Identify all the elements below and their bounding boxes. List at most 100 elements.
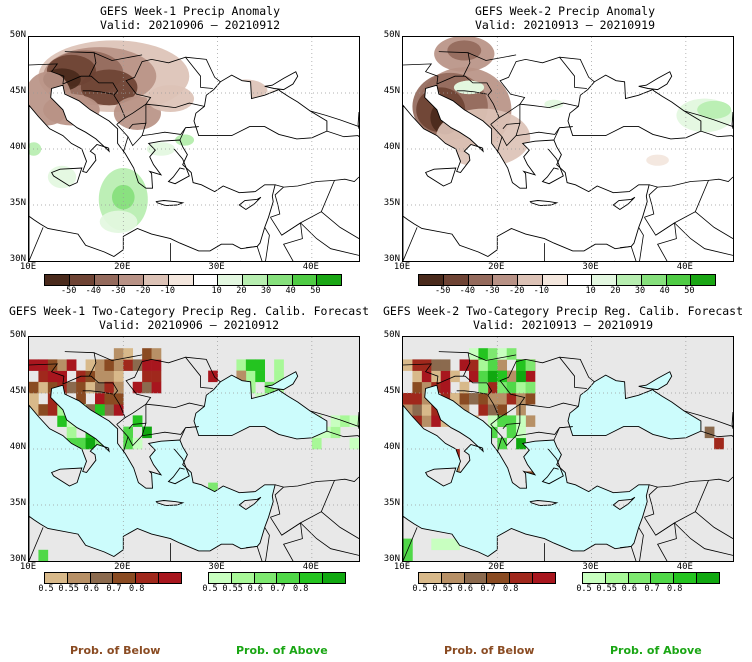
panel3-valid: Valid: 20210906 – 20210912 [98,318,279,332]
map-canvas [29,337,359,561]
probability-tick-label: 0.8 [292,584,309,594]
lon-label: 40E [676,562,693,572]
colorbar-swatch [567,275,593,285]
above-colorbar-week1 [208,572,346,584]
prob-above-label-week1: Prob. of Above [236,644,328,657]
colorbar-swatch [45,573,68,583]
colorbar-swatch [510,573,534,583]
anomaly-tick-label: -40 [85,286,101,296]
anomaly-tick-label: 50 [684,286,695,296]
lat-label: 50N [383,30,400,40]
panel2-title-text: GEFS Week-2 Precip Anomaly [474,4,655,18]
lat-label: 40N [9,142,26,152]
lon-label: 30E [208,262,225,272]
colorbar-swatch [605,573,629,583]
colorbar-swatch [94,275,120,285]
colorbar-swatch [218,275,243,285]
colorbar-swatch [159,573,181,583]
anomaly-tick-label: -20 [508,286,525,296]
lat-label: 45N [9,86,26,96]
colorbar-swatch [317,275,341,285]
colorbar-swatch [487,573,511,583]
panel2-valid: Valid: 20210913 – 20210919 [474,18,655,32]
anomaly-colorbar-week1 [44,274,342,286]
panel3-title: GEFS Week-1 Two-Category Precip Reg. Cal… [2,304,376,332]
anomaly-tick-label: 10 [585,286,596,296]
lat-label: 50N [383,330,400,340]
colorbar-swatch [493,275,518,285]
colorbar-swatch [651,573,675,583]
lat-label: 35N [9,498,26,508]
colorbar-swatch [443,275,469,285]
map-week1-anomaly [28,36,360,262]
lat-label: 45N [383,86,400,96]
anomaly-tick-label: -10 [159,286,175,296]
panel3-title-text: GEFS Week-1 Two-Category Precip Reg. Cal… [8,304,370,318]
colorbar-swatch [542,275,568,285]
anomaly-tick-label: -40 [459,286,475,296]
colorbar-swatch [113,573,137,583]
colorbar-swatch [231,573,255,583]
lon-label: 10E [19,562,37,572]
colorbar-swatch [419,573,442,583]
panel1-title: GEFS Week-1 Precip Anomaly Valid: 202109… [20,4,360,32]
colorbar-swatch [617,275,642,285]
colorbar-swatch [533,573,555,583]
anomaly-colorbar-week2 [418,274,716,286]
colorbar-swatch [292,275,318,285]
colorbar-swatch [691,275,715,285]
probability-tick-label: 0.6 [247,584,263,594]
lon-label: 10E [19,262,37,272]
probability-tick-label: 0.7 [644,584,660,594]
prob-below-label-week1: Prob. of Below [70,644,161,657]
probability-tick-label: 0.7 [480,584,496,594]
colorbar-swatch [441,573,465,583]
colorbar-swatch [90,573,114,583]
probability-tick-label: 0.5 [576,584,592,594]
anomaly-tick-label: -30 [484,286,500,296]
lon-label: 30E [582,262,599,272]
probability-tick-label: 0.6 [457,584,473,594]
colorbar-swatch [628,573,652,583]
below-colorbar-week1 [44,572,182,584]
probability-tick-label: 0.6 [621,584,637,594]
lon-label: 30E [582,562,599,572]
colorbar-swatch [518,275,543,285]
colorbar-swatch [674,573,698,583]
colorbar-swatch [144,275,169,285]
lon-label: 30E [208,562,225,572]
colorbar-swatch [209,573,232,583]
probability-tick-label: 0.8 [666,584,683,594]
lat-label: 50N [9,30,26,40]
lat-label: 40N [383,442,400,452]
probability-tick-label: 0.5 [412,584,428,594]
anomaly-tick-label: -20 [134,286,151,296]
colorbar-swatch [193,275,219,285]
probability-tick-label: 0.5 [202,584,218,594]
colorbar-swatch [592,275,617,285]
lon-label: 10E [393,562,411,572]
probability-tick-label: 0.55 [222,584,243,594]
panel2-title: GEFS Week-2 Precip Anomaly Valid: 202109… [395,4,735,32]
colorbar-swatch [468,275,494,285]
probability-tick-label: 0.8 [128,584,145,594]
colorbar-swatch [243,275,268,285]
anomaly-tick-label: -50 [434,286,451,296]
probability-tick-label: 0.6 [83,584,99,594]
below-colorbar-week2 [418,572,556,584]
probability-tick-label: 0.55 [596,584,617,594]
anomaly-tick-label: 30 [260,286,272,296]
colorbar-swatch [583,573,606,583]
prob-above-label-week2: Prob. of Above [610,644,702,657]
lon-label: 20E [488,262,505,272]
colorbar-swatch [666,275,692,285]
colorbar-swatch [300,573,324,583]
prob-below-label-week2: Prob. of Below [444,644,535,657]
colorbar-swatch [119,275,144,285]
anomaly-tick-label: 30 [634,286,646,296]
map-canvas [403,337,733,561]
lat-label: 35N [383,498,400,508]
lat-label: 35N [9,198,26,208]
probability-tick-label: 0.7 [106,584,122,594]
panel4-valid: Valid: 20210913 – 20210919 [472,318,653,332]
